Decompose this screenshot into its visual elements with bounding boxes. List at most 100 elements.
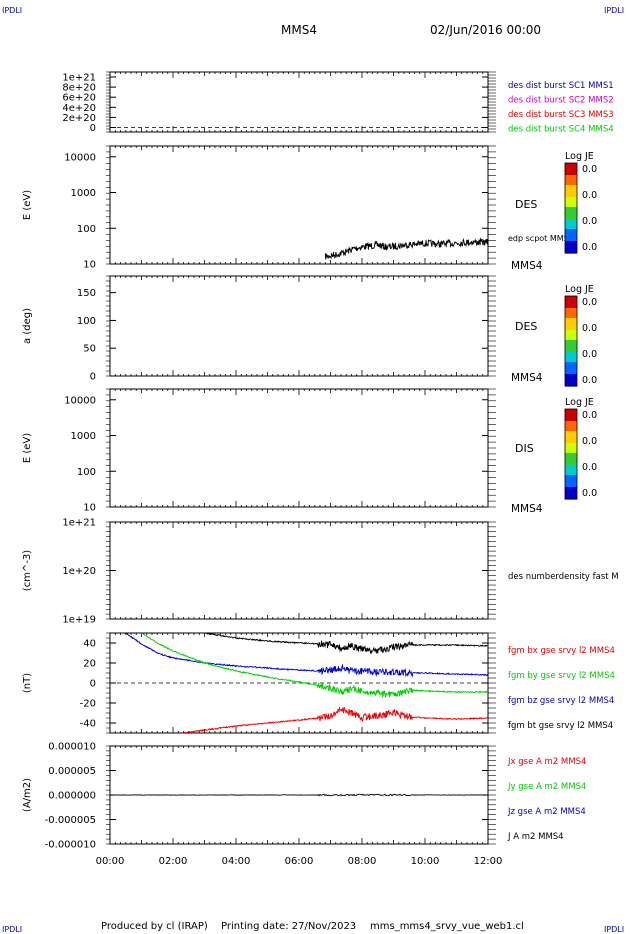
colorbar-cell xyxy=(565,219,577,222)
colorbar-cell xyxy=(565,227,577,230)
colorbar-cell xyxy=(565,231,577,234)
colorbar-cell xyxy=(565,368,577,371)
colorbar-cell xyxy=(565,241,577,244)
colorbar-cell xyxy=(565,477,577,480)
panel-5: 1e+21 1e+20 1e+19 (cm^-3) des numberdensity … xyxy=(22,518,619,626)
y-tick-label: -40 xyxy=(80,719,96,730)
colorbar-cell xyxy=(565,411,577,414)
colorbar-cell xyxy=(565,449,577,452)
y-tick-label: 10 xyxy=(83,503,96,514)
colorbar-cell xyxy=(565,380,577,383)
species-label: DIS xyxy=(515,442,534,455)
colorbar-cell xyxy=(565,308,577,311)
colorbar-cell xyxy=(565,354,577,357)
y-tick-label: 1e+21 xyxy=(62,73,96,84)
y-tick-label: -0.000010 xyxy=(45,840,96,851)
series-label: des dist burst SC1 MMS1 xyxy=(508,81,614,91)
y-tick-label: 2e+20 xyxy=(62,113,96,124)
colorbar-cell xyxy=(565,415,577,418)
x-tick-label: 08:00 xyxy=(348,856,377,867)
colorbar-cell xyxy=(565,215,577,218)
colorbar-cell xyxy=(565,185,577,188)
panel-frame xyxy=(109,275,489,377)
x-tick-label: 00:00 xyxy=(96,856,125,867)
colorbar-cell xyxy=(565,433,577,436)
series-label: des dist burst SC4 MMS4 xyxy=(508,125,614,135)
y-tick-label: 50 xyxy=(83,344,96,355)
colorbar-cell xyxy=(565,475,577,478)
species-label: DES xyxy=(515,198,537,211)
corner-tag-bottom-right: IPDLI xyxy=(604,925,624,934)
colorbar-cell xyxy=(565,465,577,468)
y-tick-label: 10000 xyxy=(64,395,96,406)
colorbar-cell xyxy=(565,211,577,214)
series-label: des dist burst SC2 MMS2 xyxy=(508,96,614,106)
colorbar-cell xyxy=(565,189,577,192)
colorbar-cell xyxy=(565,171,577,174)
spacecraft-label: MMS4 xyxy=(511,260,543,272)
colorbar-cell xyxy=(565,191,577,194)
colorbar-cell xyxy=(565,245,577,248)
colorbar-cell xyxy=(565,181,577,184)
y-tick-label: 0 xyxy=(90,123,96,134)
colorbar-cell xyxy=(565,199,577,202)
series-label: fgm bx gse srvy l2 MMS4 xyxy=(508,646,615,656)
colorbar-cell xyxy=(565,336,577,339)
spacecraft-title: MMS4 xyxy=(281,23,317,37)
series-line xyxy=(204,633,488,655)
y-axis-label: (A/m2) xyxy=(22,778,33,812)
colorbar-cell xyxy=(565,439,577,442)
series-label: fgm bt gse srvy l2 MMS4 xyxy=(508,721,613,731)
colorbar-cell xyxy=(565,487,577,490)
footer-file: mms_mms4_srvy_vue_web1.cl xyxy=(370,921,524,932)
y-axis-label: a (deg) xyxy=(22,308,33,344)
colorbar-cell xyxy=(565,217,577,220)
colorbar-cell xyxy=(565,384,577,387)
panel-7: 0.000010 0.000005 0.000000 -0.000005 -0.0000… xyxy=(22,742,586,851)
colorbar-cell xyxy=(565,463,577,466)
colorbar-cell xyxy=(565,320,577,323)
colorbar-cell xyxy=(565,445,577,448)
colorbar-title: Log JE xyxy=(565,397,594,408)
y-tick-label: 1000 xyxy=(71,431,96,442)
colorbar-cell xyxy=(565,346,577,349)
series-label: J A m2 MMS4 xyxy=(507,832,564,842)
colorbar-cell xyxy=(565,296,577,299)
series-line xyxy=(110,793,489,797)
colorbar-cell xyxy=(565,427,577,430)
x-tick-label: 12:00 xyxy=(474,856,503,867)
colorbar-cell xyxy=(565,195,577,198)
colorbar-cell xyxy=(565,332,577,335)
colorbar-tick: 0.0 xyxy=(582,436,597,447)
series-label: Jx gse A m2 MMS4 xyxy=(507,757,586,767)
colorbar-cell xyxy=(565,352,577,355)
colorbar-cell xyxy=(565,251,577,254)
colorbar-cell xyxy=(565,223,577,226)
y-tick-label: 40 xyxy=(83,639,96,650)
colorbar-cell xyxy=(565,169,577,172)
colorbar-cell xyxy=(565,221,577,224)
colorbar-cell xyxy=(565,193,577,196)
colorbar-cell xyxy=(565,378,577,381)
colorbar-cell xyxy=(565,243,577,246)
colorbar: Log JE 0.0 0.0 0.0 0.0 xyxy=(564,397,597,500)
colorbar-cell xyxy=(565,350,577,353)
panel-3: 150 100 50 0 a (deg) DES MMS4 Log JE 0.0 0.0 0.0 0.… xyxy=(22,275,597,387)
colorbar-cell xyxy=(565,473,577,476)
colorbar-cell xyxy=(565,302,577,305)
colorbar-cell xyxy=(565,209,577,212)
colorbar-cell xyxy=(565,497,577,500)
colorbar-cell xyxy=(565,409,577,412)
colorbar-cell xyxy=(565,306,577,309)
colorbar-cell xyxy=(565,324,577,327)
colorbar-cell xyxy=(565,187,577,190)
y-tick-label: -0.000005 xyxy=(45,815,96,826)
colorbar-cell xyxy=(565,326,577,329)
corner-tag-bottom-left: IPDLI xyxy=(2,925,22,934)
colorbar-tick: 0.0 xyxy=(582,323,597,334)
colorbar-cell xyxy=(565,423,577,426)
y-tick-label: -20 xyxy=(80,699,96,710)
colorbar-cell xyxy=(565,167,577,170)
